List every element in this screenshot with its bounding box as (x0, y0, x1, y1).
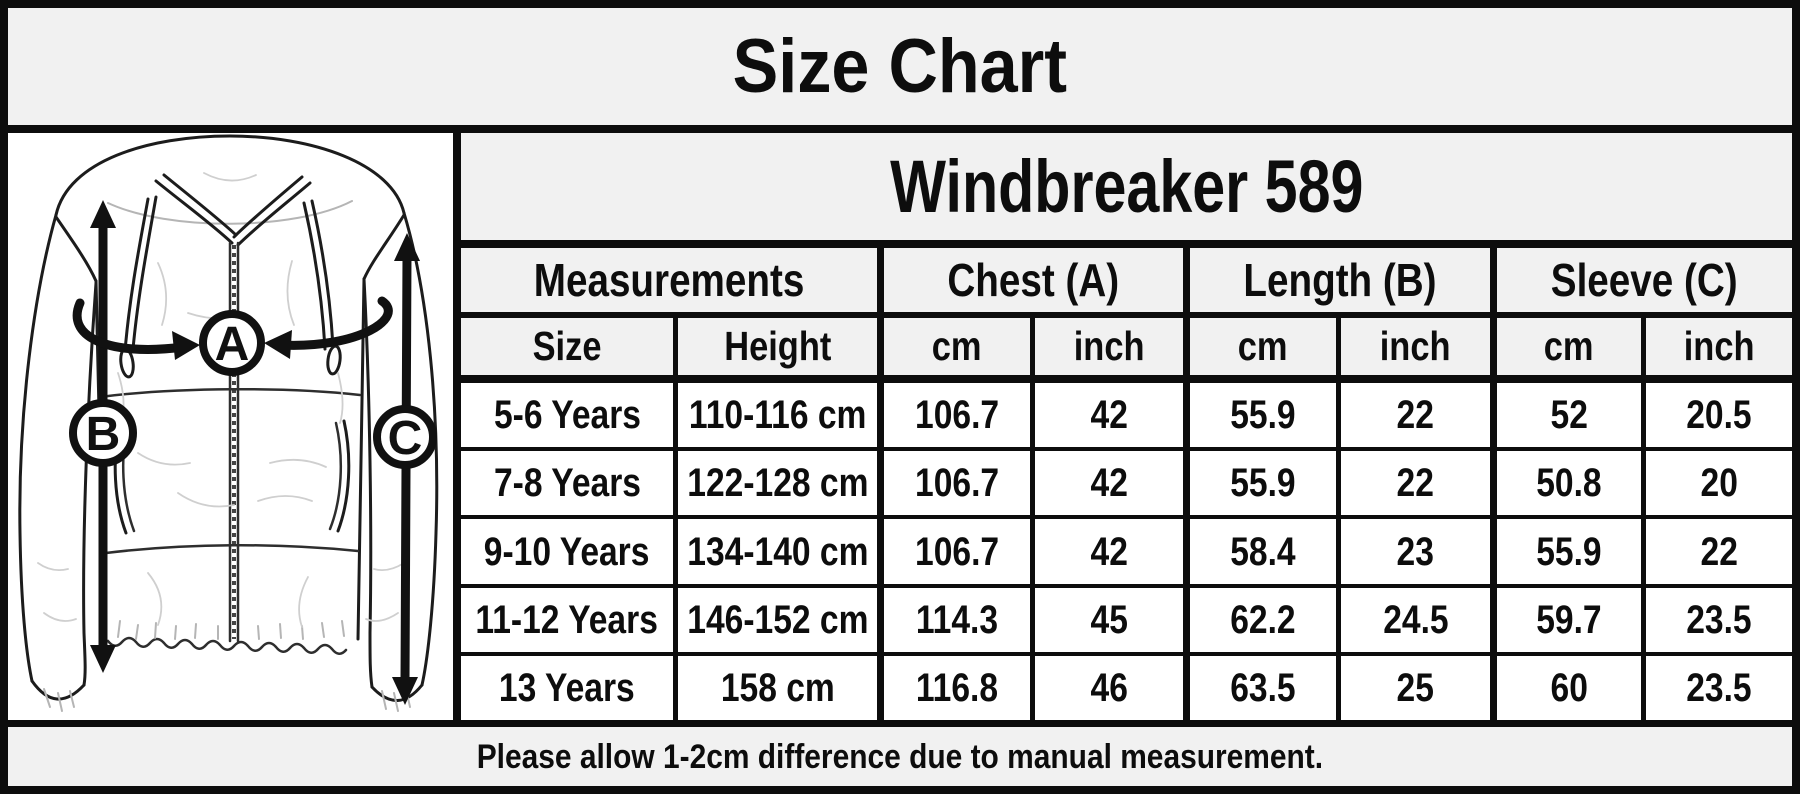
table-cell: 106.7 (877, 383, 1030, 448)
title-band: Size Chart (8, 8, 1792, 133)
subheader-chest-cm: cm (877, 318, 1030, 375)
table-cell: 59.7 (1490, 587, 1641, 652)
group-header-chest: Chest (A) (877, 248, 1183, 312)
table-cell: 46 (1030, 655, 1183, 721)
table-cell: 23 (1336, 519, 1490, 584)
table-cell: 22 (1336, 451, 1490, 516)
subheader-sleeve-cm: cm (1490, 318, 1641, 375)
table-cell: 50.8 (1490, 451, 1641, 516)
jacket-diagram: B C A (18, 134, 439, 712)
table-cell: 58.4 (1183, 519, 1336, 584)
table-cell: 42 (1030, 383, 1183, 448)
length-annotation: B (69, 200, 137, 673)
subheader-chest-inch: inch (1030, 318, 1183, 375)
table-cell: 25 (1336, 655, 1490, 721)
table-cell: 20 (1641, 451, 1792, 516)
table-cell: 24.5 (1336, 587, 1490, 652)
table-cell: 55.9 (1183, 451, 1336, 516)
chest-label-circle (199, 310, 265, 376)
table-cell: 110-116 cm (673, 383, 877, 448)
table-cell: 42 (1030, 451, 1183, 516)
chest-label: A (215, 318, 250, 371)
jacket-panel: B C A (8, 133, 461, 720)
table-cell: 55.9 (1490, 519, 1641, 584)
chest-annotation: A (72, 296, 393, 376)
table-cell: 11-12 Years (475, 597, 659, 642)
table-cell: 7-8 Years (493, 461, 641, 506)
table-cell: 52 (1490, 383, 1641, 448)
table-cell: 106.7 (877, 519, 1030, 584)
jacket-sketch-icon (18, 134, 439, 712)
sleeve-label: C (388, 412, 423, 465)
table-cell: 116.8 (877, 655, 1030, 721)
table-row: 7-8 Years 122-128 cm 106.7 42 55.9 22 50… (461, 447, 1792, 516)
table-cell: 122-128 cm (673, 451, 877, 516)
table-row: 5-6 Years 110-116 cm 106.7 42 55.9 22 52… (461, 375, 1792, 448)
subheader-size: Size (532, 323, 602, 369)
table-cell: 60 (1490, 655, 1641, 721)
group-header-measurements: Measurements (533, 254, 805, 306)
table-cell: 114.3 (877, 587, 1030, 652)
footer-band: Please allow 1-2cm difference due to man… (8, 720, 1792, 786)
page-title: Size Chart (732, 23, 1068, 109)
group-header-length: Length (B) (1183, 248, 1490, 312)
group-header-row: Measurements Chest (A) Length (B) Sleeve… (461, 240, 1792, 312)
subheader-sleeve-inch: inch (1641, 318, 1792, 375)
table-cell: 146-152 cm (673, 587, 877, 652)
length-label: B (86, 408, 121, 461)
table-cell: 62.2 (1183, 587, 1336, 652)
table-cell: 134-140 cm (673, 519, 877, 584)
table-cell: 158 cm (673, 655, 877, 721)
main-area: B C A (8, 133, 1792, 721)
subheader-length-cm: cm (1183, 318, 1336, 375)
sleeve-annotation: C (373, 233, 437, 705)
product-name: Windbreaker 589 (889, 144, 1364, 228)
table-row: 13 Years 158 cm 116.8 46 63.5 25 60 23.5 (461, 651, 1792, 721)
table-cell: 106.7 (877, 451, 1030, 516)
length-label-circle (69, 399, 137, 467)
product-header: Windbreaker 589 (461, 133, 1792, 240)
table-cell: 42 (1030, 519, 1183, 584)
table-row: 9-10 Years 134-140 cm 106.7 42 58.4 23 5… (461, 515, 1792, 584)
footer-note: Please allow 1-2cm difference due to man… (476, 737, 1324, 776)
table-cell: 9-10 Years (484, 529, 650, 574)
table-row: 11-12 Years 146-152 cm 114.3 45 62.2 24.… (461, 583, 1792, 652)
group-header-sleeve: Sleeve (C) (1490, 248, 1792, 312)
table-cell: 63.5 (1183, 655, 1336, 721)
subheader-row: Size Height cm inch cm inch cm inch (461, 312, 1792, 375)
table-cell: 23.5 (1641, 587, 1792, 652)
table-cell: 55.9 (1183, 383, 1336, 448)
subheader-height: Height (673, 318, 877, 375)
table-cell: 20.5 (1641, 383, 1792, 448)
table-cell: 22 (1641, 519, 1792, 584)
table-cell: 22 (1336, 383, 1490, 448)
sleeve-label-circle (373, 405, 437, 469)
table-cell: 13 Years (499, 665, 635, 710)
size-table: Windbreaker 589 Measurements Chest (A) L… (461, 133, 1792, 721)
table-cell: 23.5 (1641, 655, 1792, 721)
table-cell: 45 (1030, 587, 1183, 652)
subheader-length-inch: inch (1336, 318, 1490, 375)
table-cell: 5-6 Years (493, 393, 641, 438)
